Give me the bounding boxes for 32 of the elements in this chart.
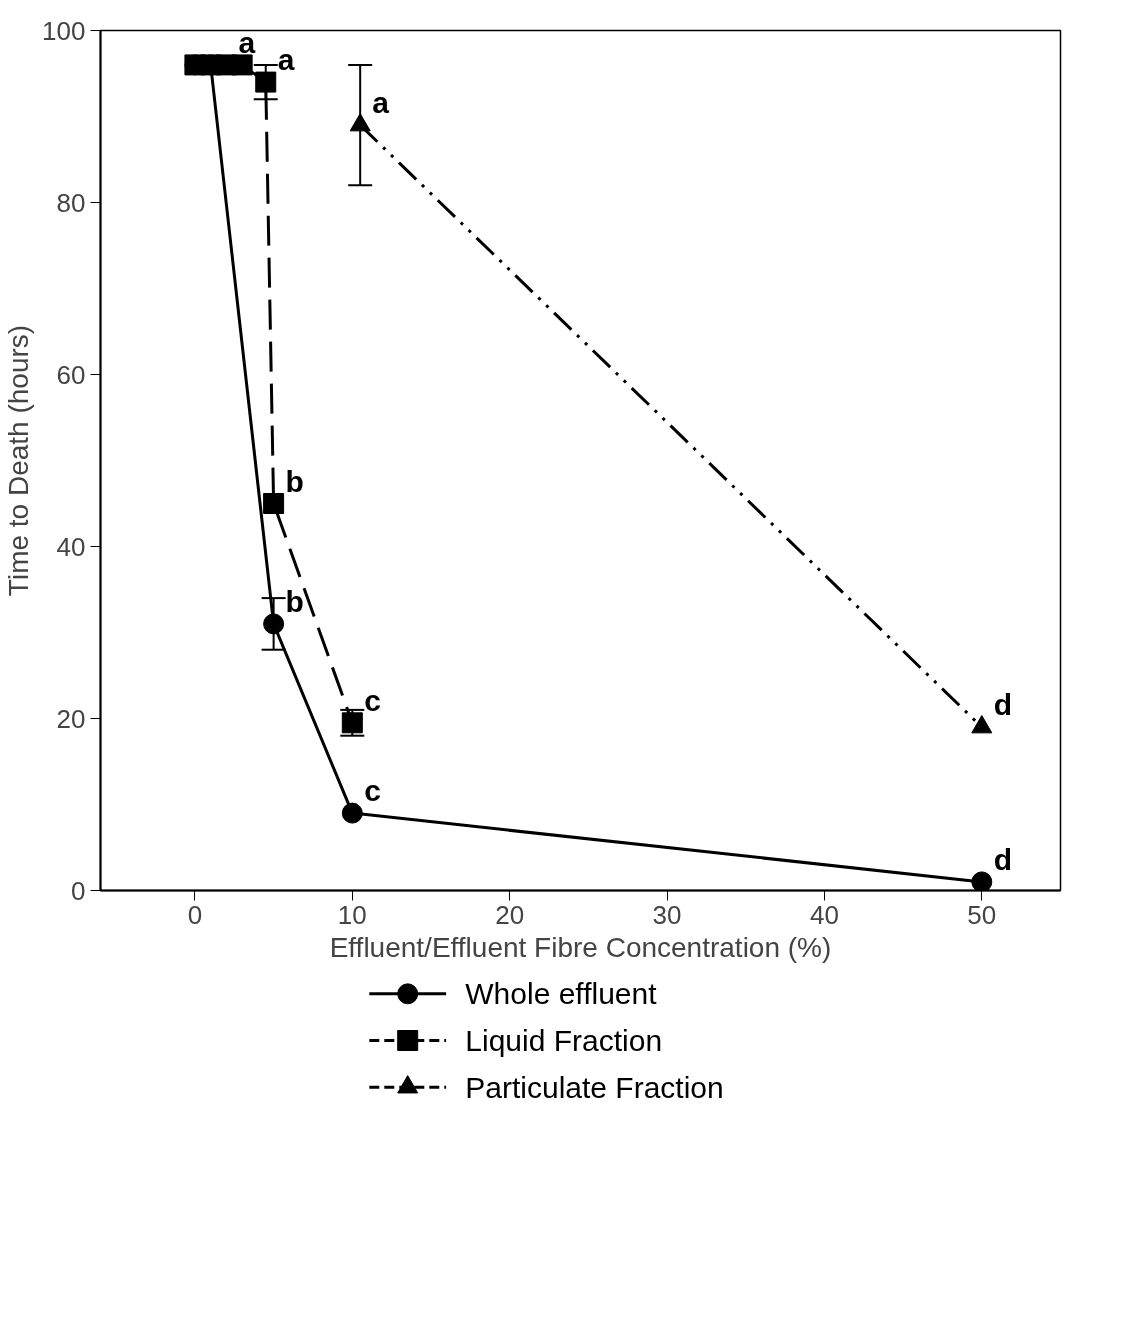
annotation: d bbox=[993, 842, 1013, 876]
point bbox=[263, 613, 285, 635]
annotation: b bbox=[285, 464, 304, 498]
legend-label: Liquid Fraction bbox=[465, 1024, 663, 1057]
point bbox=[263, 493, 285, 514]
point bbox=[341, 802, 363, 824]
annotation: c bbox=[364, 683, 381, 717]
annotation: a bbox=[238, 25, 256, 59]
legend-label: Particulate Fraction bbox=[465, 1070, 724, 1104]
y-tick-label: 100 bbox=[42, 15, 86, 46]
y-axis-title: Time to Death (hours) bbox=[3, 324, 35, 597]
x-axis-title: Effluent/Effluent Fibre Concentration (%) bbox=[329, 931, 832, 963]
x-tick-label: 40 bbox=[809, 899, 839, 930]
y-tick-label: 40 bbox=[56, 531, 86, 562]
x-tick-label: 30 bbox=[652, 899, 682, 930]
annotation: b bbox=[285, 584, 304, 618]
x-tick-label: 50 bbox=[967, 899, 997, 930]
x-tick-label: 20 bbox=[495, 899, 525, 930]
y-tick-label: 20 bbox=[56, 703, 86, 734]
legend-label: Whole effluent bbox=[465, 977, 658, 1011]
annotation: a bbox=[277, 43, 295, 77]
annotation: d bbox=[993, 688, 1013, 722]
y-tick-label: 60 bbox=[56, 359, 86, 390]
y-tick-label: 0 bbox=[71, 875, 86, 906]
y-tick-label: 80 bbox=[56, 187, 86, 218]
x-tick-label: 10 bbox=[337, 899, 367, 930]
point bbox=[971, 871, 993, 891]
point bbox=[231, 54, 253, 76]
x-tick-label: 0 bbox=[187, 899, 203, 930]
annotation: a bbox=[372, 86, 390, 120]
point bbox=[255, 71, 277, 93]
annotation: c bbox=[364, 774, 381, 808]
